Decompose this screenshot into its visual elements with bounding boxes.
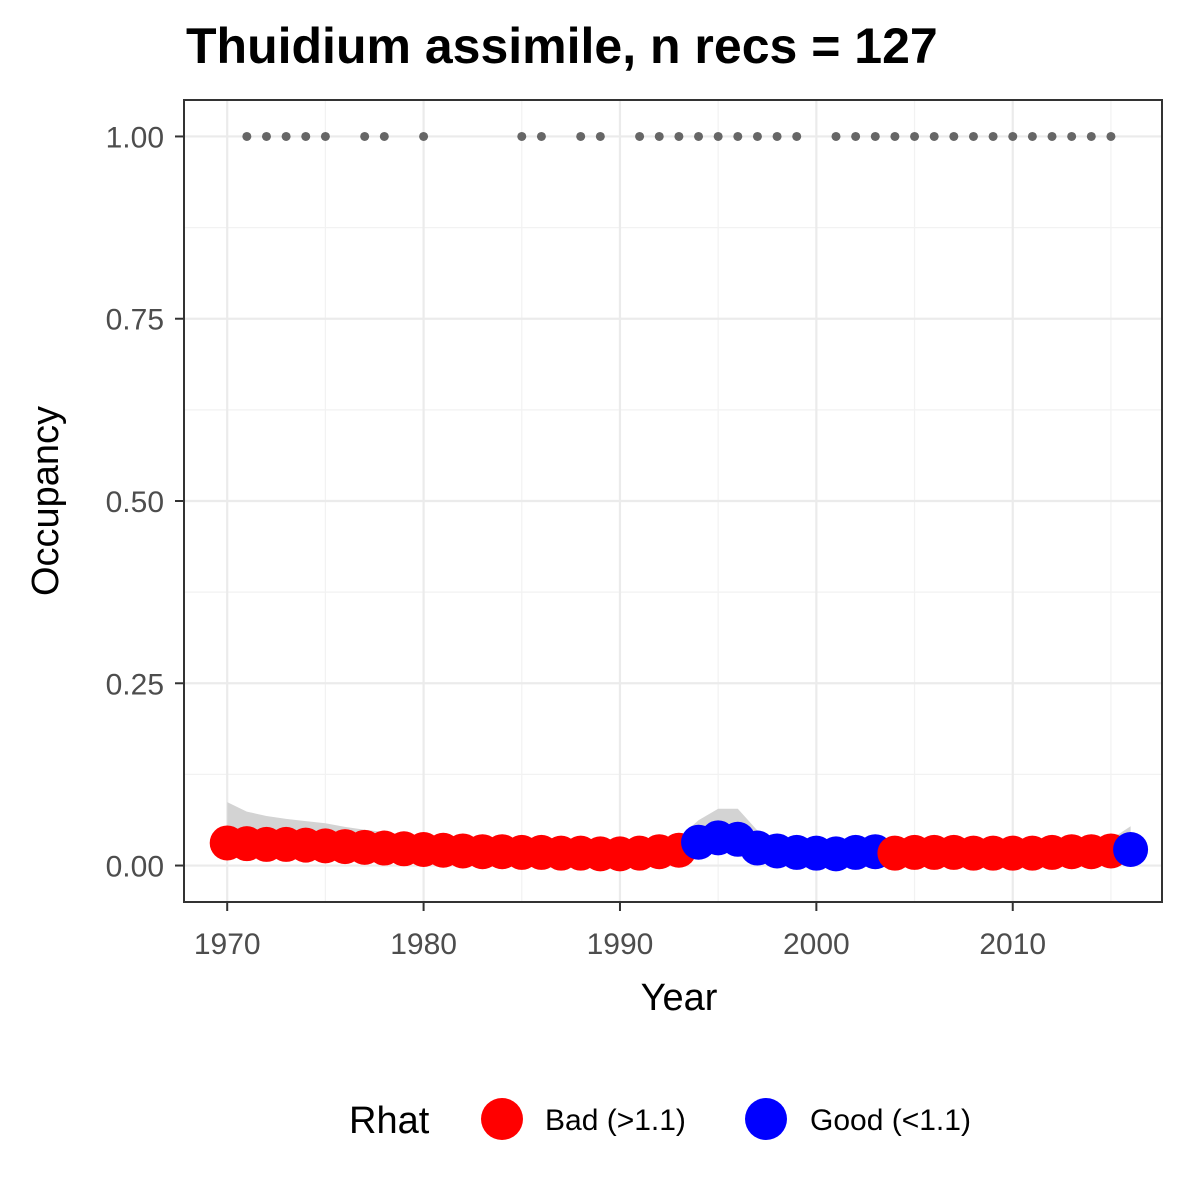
y-tick-label: 0.25 bbox=[106, 668, 164, 701]
record-point bbox=[1008, 131, 1018, 141]
record-point bbox=[635, 131, 645, 141]
plot-panel bbox=[183, 99, 1163, 903]
record-point bbox=[831, 131, 841, 141]
legend-key-bad bbox=[481, 1098, 523, 1140]
record-point bbox=[733, 131, 743, 141]
record-point bbox=[1067, 131, 1077, 141]
record-points bbox=[242, 131, 1116, 141]
x-tick-label: 2010 bbox=[979, 928, 1046, 961]
record-point bbox=[261, 131, 271, 141]
record-point bbox=[595, 131, 605, 141]
record-point bbox=[772, 131, 782, 141]
minor-grid bbox=[184, 100, 1162, 902]
record-point bbox=[1027, 131, 1037, 141]
record-point bbox=[360, 131, 370, 141]
record-point bbox=[320, 131, 330, 141]
y-axis-title: Occupancy bbox=[25, 406, 67, 596]
record-point bbox=[968, 131, 978, 141]
legend-title: Rhat bbox=[349, 1100, 430, 1142]
record-point bbox=[949, 131, 959, 141]
record-point bbox=[536, 131, 546, 141]
y-tick-label: 0.00 bbox=[106, 851, 164, 884]
record-point bbox=[419, 131, 429, 141]
y-axis: 0.00 0.25 0.50 0.75 1.00 bbox=[106, 121, 184, 884]
record-point bbox=[242, 131, 252, 141]
x-tick-label: 1970 bbox=[194, 928, 261, 961]
record-point bbox=[713, 131, 723, 141]
record-point bbox=[674, 131, 684, 141]
legend-key-good bbox=[745, 1098, 787, 1140]
x-tick-label: 1990 bbox=[587, 928, 654, 961]
y-tick-label: 0.75 bbox=[106, 304, 164, 337]
record-point bbox=[281, 131, 291, 141]
record-point bbox=[910, 131, 920, 141]
record-point bbox=[1086, 131, 1096, 141]
record-point bbox=[301, 131, 311, 141]
record-point bbox=[988, 131, 998, 141]
record-point bbox=[929, 131, 939, 141]
record-point bbox=[1106, 131, 1116, 141]
chart-title: Thuidium assimile, n recs = 127 bbox=[186, 18, 938, 74]
record-point bbox=[752, 131, 762, 141]
legend-label-good: Good (<1.1) bbox=[810, 1104, 971, 1137]
record-point bbox=[517, 131, 527, 141]
record-point bbox=[694, 131, 704, 141]
record-point bbox=[851, 131, 861, 141]
record-point bbox=[576, 131, 586, 141]
legend: Rhat Bad (>1.1) Good (<1.1) bbox=[349, 1098, 971, 1142]
occupancy-point bbox=[1113, 832, 1149, 868]
record-point bbox=[654, 131, 664, 141]
record-point bbox=[890, 131, 900, 141]
major-grid bbox=[184, 100, 1162, 902]
x-axis-title: Year bbox=[641, 977, 718, 1019]
record-point bbox=[792, 131, 802, 141]
record-point bbox=[1047, 131, 1057, 141]
legend-label-bad: Bad (>1.1) bbox=[545, 1104, 686, 1137]
x-tick-label: 2000 bbox=[783, 928, 850, 961]
x-axis: 1970 1980 1990 2000 2010 bbox=[194, 902, 1046, 961]
record-point bbox=[379, 131, 389, 141]
x-tick-label: 1980 bbox=[390, 928, 457, 961]
y-tick-label: 1.00 bbox=[106, 121, 164, 154]
occupancy-points bbox=[209, 820, 1149, 872]
record-point bbox=[870, 131, 880, 141]
y-tick-label: 0.50 bbox=[106, 486, 164, 519]
